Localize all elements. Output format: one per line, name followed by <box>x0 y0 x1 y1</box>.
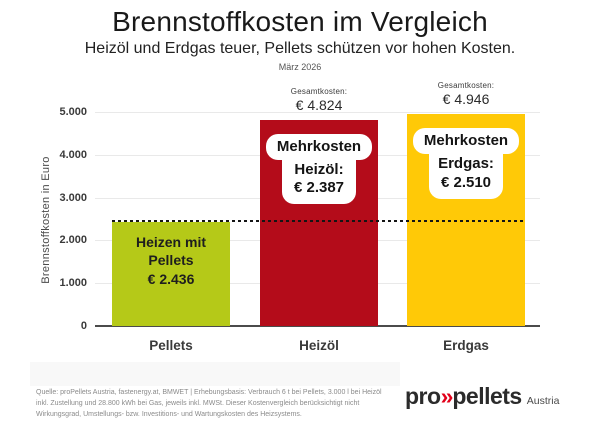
extra-cost-bubble-erdgas: Mehrkosten Erdgas: € 2.510 <box>413 128 519 199</box>
x-category-label-heizoel: Heizöl <box>299 338 339 353</box>
logo-text-pellets: pellets <box>452 383 522 409</box>
y-tick-label: 4.000 <box>59 148 87 161</box>
bar-label-pellets: Heizen mit Pellets € 2.436 <box>135 233 206 287</box>
logo-chevrons-icon: » <box>440 383 454 409</box>
y-tick-label: 2.000 <box>59 234 87 247</box>
y-tick-label: 3.000 <box>59 191 87 204</box>
logo-text-austria: Austria <box>526 395 560 407</box>
x-category-label-erdgas: Erdgas <box>443 338 489 353</box>
y-axis-title: Brennstoffkosten in Euro <box>40 156 52 284</box>
total-cost-label-erdgas: Gesamtkosten: € 4.946 <box>437 81 495 108</box>
y-tick-label: 5.000 <box>59 106 87 118</box>
y-tick-label: 1.000 <box>59 277 87 290</box>
source-note: Quelle: proPellets Austria, fastenergy.a… <box>36 389 382 418</box>
logo-text-pro: pro <box>405 383 441 409</box>
extra-cost-bubble-heizoel: Mehrkosten Heizöl: € 2.387 <box>266 133 372 205</box>
page-title: Brennstoffkosten im Vergleich <box>112 6 488 37</box>
x-axis-line <box>95 325 540 327</box>
page-subtitle: Heizöl und Erdgas teuer, Pellets schütze… <box>84 40 516 57</box>
x-category-label-pellets: Pellets <box>149 338 193 353</box>
date-label: März 2026 <box>278 62 322 72</box>
gridline <box>95 112 540 113</box>
total-cost-label-heizoel: Gesamtkosten: € 4.824 <box>290 86 348 113</box>
bar-heizoel: Gesamtkosten: € 4.824 Mehrkosten Heizöl:… <box>260 87 378 353</box>
plot-area: 5.000 4.000 3.000 2.000 1.000 0 Heizen m… <box>59 81 540 353</box>
footer-shade <box>30 362 400 386</box>
reference-line <box>112 219 526 222</box>
y-tick-label: 0 <box>80 320 87 332</box>
propellets-logo: pro»pellets Austria <box>405 383 559 410</box>
bar-pellets: Heizen mit Pellets € 2.436 Pellets <box>112 221 230 353</box>
